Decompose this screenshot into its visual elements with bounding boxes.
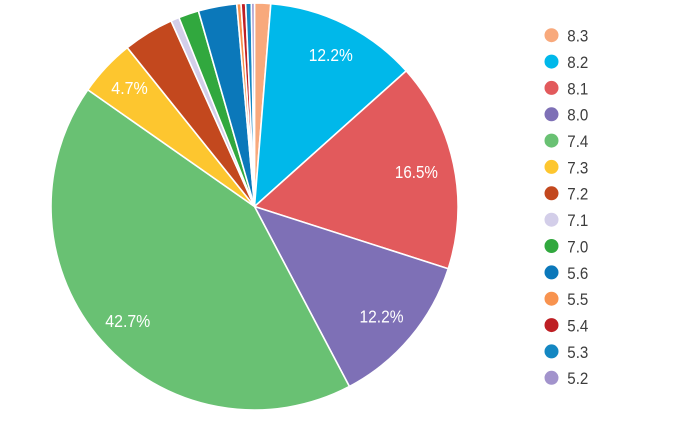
svg-text:8.3: 8.3 xyxy=(567,28,588,46)
svg-text:5.2: 5.2 xyxy=(567,370,588,388)
svg-text:5.4: 5.4 xyxy=(567,317,588,335)
svg-text:7.0: 7.0 xyxy=(567,238,588,256)
svg-text:5.5: 5.5 xyxy=(567,291,588,309)
svg-text:8.1: 8.1 xyxy=(567,80,588,98)
svg-text:7.2: 7.2 xyxy=(567,186,588,204)
svg-text:42.7%: 42.7% xyxy=(105,311,150,331)
svg-text:16.5%: 16.5% xyxy=(395,162,438,182)
svg-text:12.2%: 12.2% xyxy=(309,45,353,65)
svg-text:4.7%: 4.7% xyxy=(111,78,148,98)
svg-text:7.3: 7.3 xyxy=(567,159,588,177)
svg-text:8.0: 8.0 xyxy=(567,107,588,125)
svg-text:7.1: 7.1 xyxy=(567,212,588,230)
svg-text:8.2: 8.2 xyxy=(567,54,588,72)
svg-text:7.4: 7.4 xyxy=(567,133,588,151)
svg-text:5.6: 5.6 xyxy=(567,265,588,283)
svg-text:12.2%: 12.2% xyxy=(360,306,404,326)
svg-text:5.3: 5.3 xyxy=(567,344,588,362)
